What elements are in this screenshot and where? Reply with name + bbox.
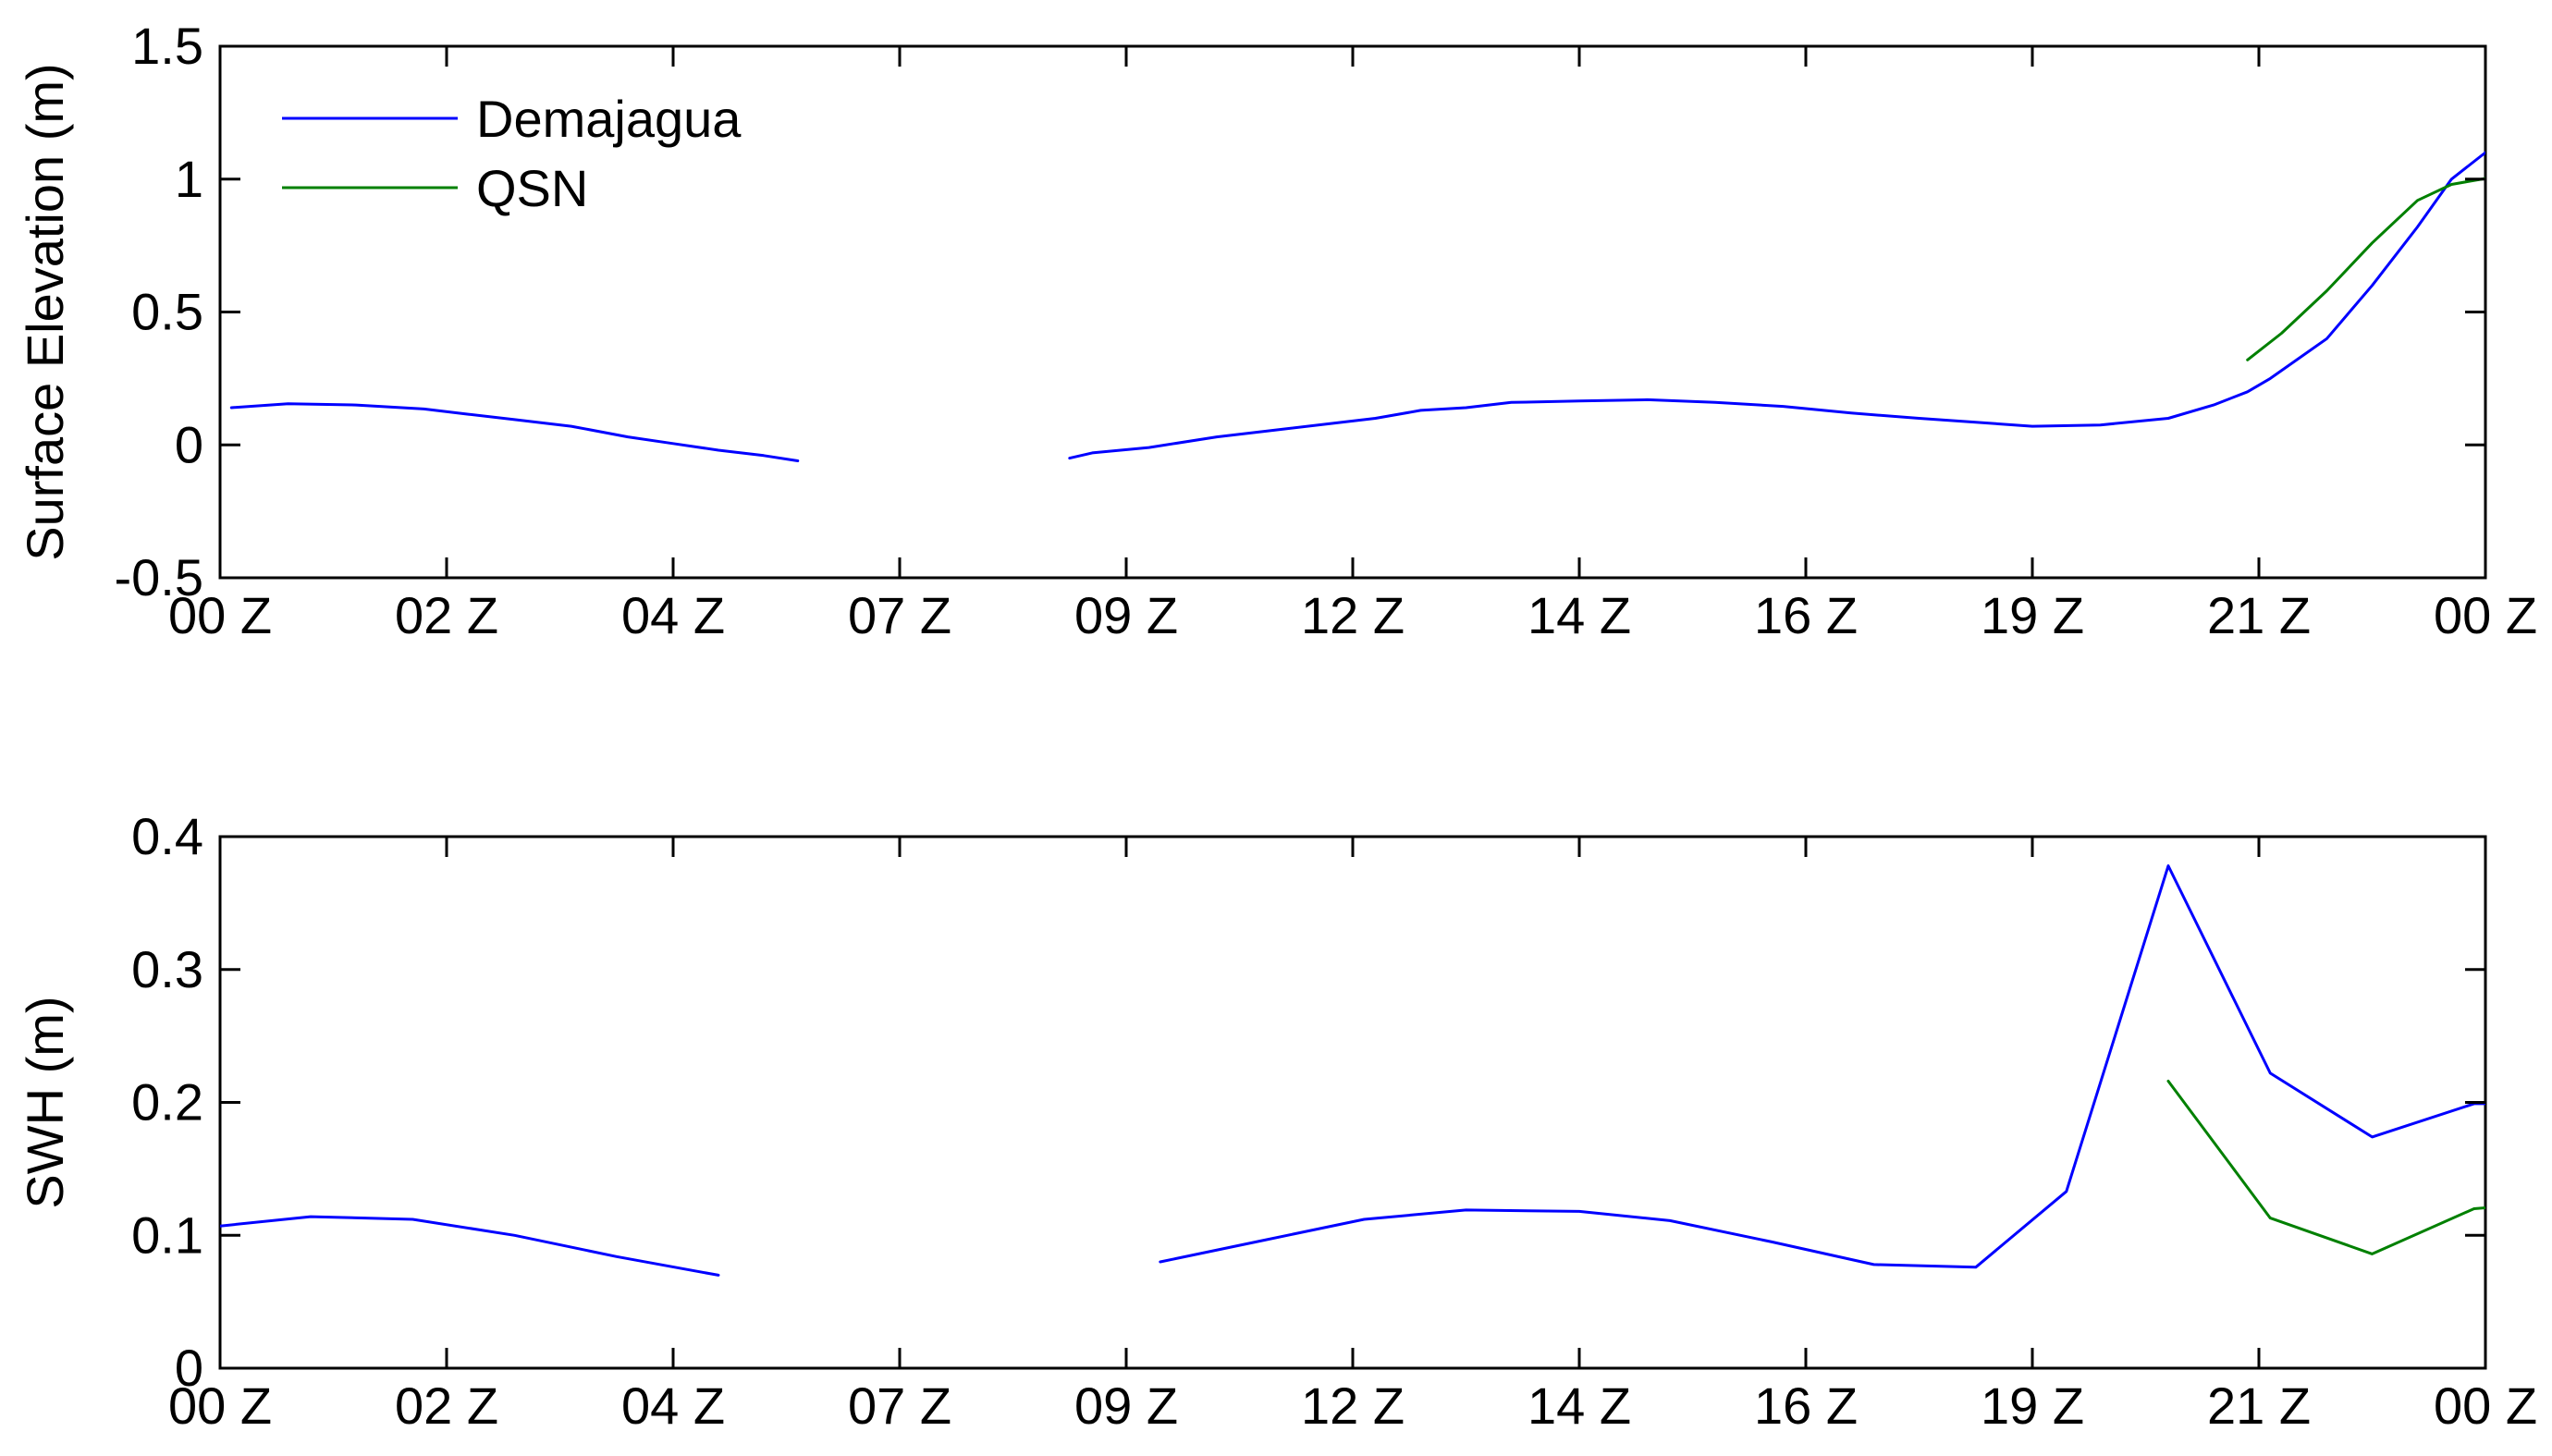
- x-tick-label: 12 Z: [1301, 586, 1405, 644]
- y-tick-label: 0.3: [131, 940, 203, 998]
- x-tick-label: 19 Z: [1981, 586, 2084, 644]
- x-tick-label: 04 Z: [621, 1376, 725, 1435]
- x-tick-label: 07 Z: [848, 586, 951, 644]
- x-tick-label: 04 Z: [621, 586, 725, 644]
- y-tick-label: 0: [175, 415, 203, 473]
- series-group: [220, 864, 2485, 1277]
- x-tick-label: 09 Z: [1074, 586, 1178, 644]
- x-tick-label: 16 Z: [1754, 1376, 1858, 1435]
- x-tick-label: 00 Z: [168, 1376, 272, 1435]
- y-tick-label: 0.5: [131, 283, 203, 341]
- series-line-demajagua: [1159, 864, 2485, 1269]
- series-line-qsn: [2246, 177, 2485, 361]
- y-tick-label: 0.2: [131, 1073, 203, 1132]
- x-tick-label: 09 Z: [1074, 1376, 1178, 1435]
- y-axis-label: SWH (m): [16, 996, 74, 1208]
- x-tick-label: 00 Z: [168, 586, 272, 644]
- x-tick-label: 02 Z: [395, 586, 498, 644]
- x-tick-label: 14 Z: [1528, 586, 1631, 644]
- series-line-qsn: [2166, 1080, 2485, 1255]
- y-tick-label: 1.5: [131, 17, 203, 75]
- x-tick-label: 14 Z: [1528, 1376, 1631, 1435]
- series-line-demajagua: [220, 1215, 720, 1277]
- y-tick-label: 0.1: [131, 1205, 203, 1264]
- x-tick-label: 00 Z: [2434, 586, 2537, 644]
- series-line-demajagua: [229, 402, 800, 462]
- legend-label: Demajagua: [476, 90, 742, 148]
- x-tick-label: 19 Z: [1981, 1376, 2084, 1435]
- x-tick-label: 21 Z: [2207, 1376, 2311, 1435]
- x-tick-label: 21 Z: [2207, 586, 2311, 644]
- x-tick-label: 16 Z: [1754, 586, 1858, 644]
- y-axis-label: Surface Elevation (m): [16, 63, 74, 560]
- plot-frame: [218, 835, 2487, 1370]
- y-tick-label: -0.5: [115, 548, 204, 606]
- series-group: [229, 151, 2485, 462]
- swh-chart: 00 Z 02 Z 04 Z 07 Z 09 Z 12 Z 14 Z 16 Z 19 Z 21 Z…: [16, 807, 2537, 1435]
- legend-label: QSN: [476, 159, 588, 217]
- x-tick-label: 00 Z: [2434, 1376, 2537, 1435]
- y-tick-label: 1: [175, 150, 203, 208]
- legend: Demajagua QSN: [282, 90, 742, 217]
- y-tick-label: 0.4: [131, 807, 203, 865]
- x-tick-label: 02 Z: [395, 1376, 498, 1435]
- plot-frame: [218, 44, 2487, 580]
- surface-elevation-chart: 00 Z 02 Z 04 Z 07 Z 09 Z 12 Z 14 Z 16 Z 19 Z 21 Z…: [16, 17, 2537, 644]
- series-line-demajagua: [1068, 151, 2485, 460]
- x-tick-label: 12 Z: [1301, 1376, 1405, 1435]
- y-tick-label: 0: [175, 1339, 203, 1397]
- x-tick-label: 07 Z: [848, 1376, 951, 1435]
